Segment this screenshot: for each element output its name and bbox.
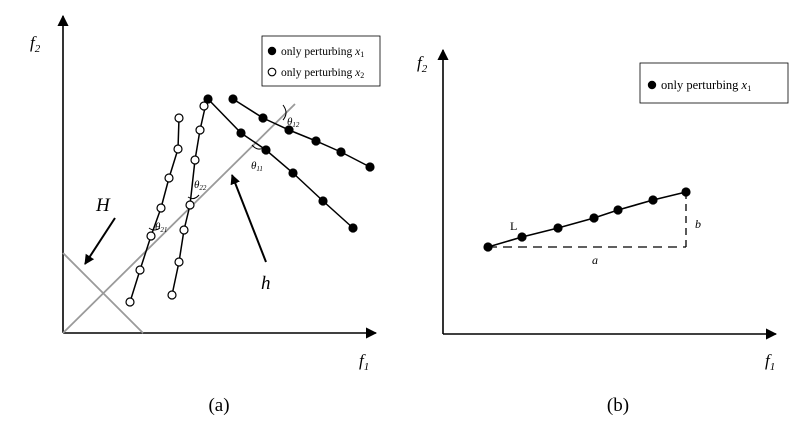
angle-arc-theta21 (148, 227, 161, 231)
panel-b-x-axis-label: f1 (765, 351, 775, 373)
marker-x1 (589, 213, 599, 223)
marker-x1 (228, 94, 238, 104)
marker-x2 (156, 203, 166, 213)
label-L: L (510, 219, 517, 233)
label-a: a (592, 253, 598, 267)
marker-x2 (174, 113, 184, 123)
panel-a: f2 f1 (30, 14, 381, 416)
label-theta12: θ12 (287, 116, 300, 129)
legend-filled-marker (267, 46, 277, 56)
marker-x1 (365, 162, 375, 172)
marker-x2 (173, 144, 183, 154)
label-theta22: θ22 (194, 179, 207, 192)
marker-x2 (195, 125, 205, 135)
label-theta21: θ21 (155, 221, 167, 234)
marker-x2 (125, 297, 135, 307)
label-h: h (261, 273, 271, 294)
marker-x1 (553, 223, 563, 233)
panel-a-y-axis-label: f2 (30, 33, 41, 55)
marker-x1 (648, 195, 658, 205)
panel-a-caption: (a) (208, 395, 229, 416)
arrow-h (230, 174, 267, 263)
series-x1-line-2 (232, 98, 371, 168)
marker-x1 (236, 128, 246, 138)
marker-x1 (288, 168, 298, 178)
series-x1-line-1 (207, 98, 354, 229)
series-x2-markers (125, 101, 209, 307)
marker-x2 (167, 290, 177, 300)
panel-b-y-axis-label: f2 (417, 53, 428, 75)
legend-filled-label: only perturbing x1 (661, 78, 751, 93)
angle-arc-theta12 (282, 104, 287, 121)
legend-open-label: only perturbing x2 (281, 67, 364, 80)
marker-x1 (318, 196, 328, 206)
line-H-guide (62, 252, 144, 334)
marker-x1 (517, 232, 527, 242)
panel-b-legend: only perturbing x1 (639, 62, 789, 104)
marker-x2 (185, 200, 195, 210)
line-h-guide (62, 103, 296, 334)
panel-b-caption: (b) (607, 395, 629, 416)
marker-x1 (203, 94, 213, 104)
marker-x2 (190, 155, 200, 165)
label-b: b (695, 217, 701, 231)
marker-x1 (483, 242, 493, 252)
legend-open-marker (267, 67, 277, 77)
legend-filled-marker (647, 80, 657, 90)
marker-x1 (681, 187, 691, 197)
label-H: H (95, 195, 111, 216)
marker-x2 (174, 257, 184, 267)
marker-x1 (258, 113, 268, 123)
panel-b: f2 f1 L a b only perturbing x1 (b) (417, 48, 789, 416)
marker-x2 (146, 231, 156, 241)
angle-arc-theta22 (187, 194, 200, 200)
marker-x1 (311, 136, 321, 146)
label-theta11: θ11 (251, 160, 263, 173)
marker-x1 (284, 125, 294, 135)
marker-x2 (199, 101, 209, 111)
legend-box (261, 35, 381, 87)
arrow-H (84, 217, 116, 265)
marker-x1 (613, 205, 623, 215)
panel-a-x-axis-label: f1 (359, 351, 369, 373)
marker-x1 (348, 223, 358, 233)
legend-box (639, 62, 789, 104)
panel-b-markers (483, 187, 691, 252)
panel-a-legend: only perturbing x1 only perturbing x2 (261, 35, 381, 87)
series-x2-line-1 (129, 117, 180, 303)
marker-x1 (336, 147, 346, 157)
marker-x2 (179, 225, 189, 235)
series-x1-markers (203, 94, 375, 233)
marker-x1 (261, 145, 271, 155)
marker-x2 (164, 173, 174, 183)
marker-x2 (135, 265, 145, 275)
legend-filled-label: only perturbing x1 (281, 46, 364, 59)
